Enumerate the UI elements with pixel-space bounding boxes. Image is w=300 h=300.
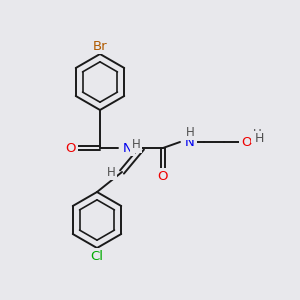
Text: O: O [158, 169, 168, 182]
Text: N: N [185, 136, 195, 148]
Text: Br: Br [93, 40, 107, 52]
Text: O: O [241, 136, 251, 148]
Text: H: H [186, 125, 194, 139]
Text: H: H [132, 139, 140, 152]
Text: H: H [253, 128, 261, 142]
Text: H: H [106, 166, 116, 178]
Text: Cl: Cl [91, 250, 103, 262]
Text: N: N [123, 142, 133, 154]
Text: H: H [254, 133, 264, 146]
Text: O: O [66, 142, 76, 154]
